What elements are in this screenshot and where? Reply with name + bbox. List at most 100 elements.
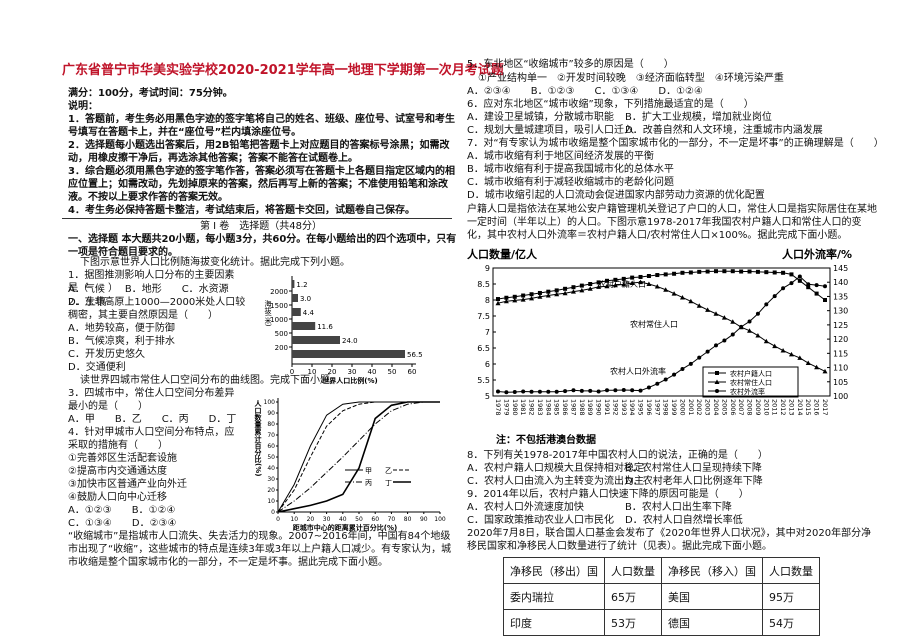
marker <box>755 269 760 274</box>
marker <box>630 388 635 393</box>
cell: 德国 <box>661 609 763 636</box>
x-tick-label: 1982 <box>528 399 536 416</box>
x-tick-label: 2004 <box>712 399 720 416</box>
marker <box>512 294 517 299</box>
text-line: B．农村人口出生率下降 <box>625 502 732 513</box>
cell: 95万 <box>762 583 820 610</box>
marker <box>621 281 627 287</box>
marker <box>672 372 677 377</box>
marker <box>521 389 526 394</box>
marker <box>805 360 811 366</box>
note: 注：不包括港澳台数据 <box>496 433 596 446</box>
marker <box>705 307 711 312</box>
y2-tick-label: 130 <box>833 307 848 316</box>
y-tick-label: 80 <box>267 421 275 428</box>
text-line: D．城市收缩引起的人口流动会促进国家内部劳动力资源的优化配置 <box>467 190 765 201</box>
marker <box>705 349 710 354</box>
x-tick-label: 1992 <box>611 399 619 416</box>
marker <box>697 269 702 274</box>
value-label: 11.6 <box>317 323 333 331</box>
marker <box>613 277 618 282</box>
y-tick-label: 9 <box>485 264 490 273</box>
bar <box>292 294 298 302</box>
marker <box>571 285 576 290</box>
marker <box>529 389 534 394</box>
x-tick-label: 2016 <box>813 399 821 416</box>
text-line: 3．四城市中，常住人口空间分布差异最小的是（ ） <box>68 388 235 412</box>
cell: 印度 <box>503 609 605 636</box>
text-line: A．建设卫星城镇，分散城市职能 <box>467 112 614 123</box>
y-tick-label: 200 <box>275 344 288 352</box>
marker <box>612 282 618 288</box>
plot-frame <box>492 267 831 397</box>
marker <box>721 315 727 320</box>
marker <box>604 283 610 289</box>
x-tick-label: 1983 <box>536 399 544 416</box>
y2-tick-label: 120 <box>833 335 848 344</box>
note: 3．综合题必须用黑色字迹的签字笔作答，答案必须写在答题卡上各题目指定区域内的相应… <box>68 166 455 203</box>
marker <box>764 302 769 307</box>
notes-label: 说明： <box>68 101 98 112</box>
x-tick-label: 2001 <box>687 399 695 416</box>
x-tick-label: 2012 <box>779 399 787 416</box>
marker <box>663 272 668 277</box>
marker <box>621 276 626 281</box>
marker <box>823 298 827 302</box>
marker <box>714 343 718 348</box>
series-line <box>497 275 826 393</box>
marker <box>512 297 518 303</box>
text-line: A．地势较高，便于防御 <box>68 323 175 334</box>
marker <box>730 319 736 324</box>
x-tick-label: 2013 <box>787 399 795 416</box>
text-line: A．②③④ B．①②③ C．①③④ D．①②④ <box>467 86 703 97</box>
y-tick-label: 7.5 <box>477 312 490 321</box>
marker <box>714 269 718 274</box>
text-line: 7．对“有专家认为城市收缩是整个国家城市化的一部分，不一定是坏事”的正确理解是（… <box>467 138 884 149</box>
marker <box>546 389 551 394</box>
meta: 满分：100分，考试时间：75分钟。 <box>68 88 233 99</box>
marker <box>638 388 643 393</box>
y-tick-label: 5.5 <box>477 376 490 385</box>
marker <box>714 379 720 384</box>
legend-label: 丙 <box>365 479 372 487</box>
bar <box>292 280 295 288</box>
marker <box>496 389 500 394</box>
x-tick-label: 20 <box>328 368 337 376</box>
x-tick-label: 50 <box>388 368 397 376</box>
x-tick-label: 70 <box>388 516 396 523</box>
marker <box>621 388 626 393</box>
x-tick-label: 1999 <box>670 399 678 416</box>
marker <box>605 278 609 283</box>
cell: 委内瑞拉 <box>503 583 605 610</box>
x-tick-label: 1990 <box>595 399 603 416</box>
y-tick-label: 1000 <box>270 316 288 324</box>
text-line: 读世界四城市常住人口空间分布的曲线图。完成下面小题。 <box>80 375 340 386</box>
legend-box <box>702 366 799 398</box>
y-tick-label: 70 <box>267 432 275 439</box>
marker <box>671 291 677 296</box>
marker <box>739 269 744 274</box>
y-tick-label: 2000 <box>270 288 288 296</box>
x-tick-label: 2007 <box>737 399 745 416</box>
marker <box>730 269 735 274</box>
marker <box>504 390 509 395</box>
y-axis-title: 海拔(米) <box>264 299 272 327</box>
marker <box>630 275 635 280</box>
text-line: 户籍人口是指依法在某地公安户籍管理机关登记了户口的人口，常住人口是指实际居住在某… <box>467 204 877 241</box>
x-tick-label: 50 <box>355 516 363 523</box>
text-line: ④鼓励人口向中心迁移 <box>68 492 167 503</box>
marker <box>763 338 769 344</box>
x-tick-label: 1985 <box>553 399 561 416</box>
text-line: C．农村人口由流入为主转变为流出为主 <box>467 476 644 487</box>
marker <box>638 274 643 279</box>
x-tick-label: 1998 <box>662 399 670 416</box>
marker <box>781 270 786 275</box>
x-tick-label: 2009 <box>754 399 762 416</box>
text-line: C．国家政策推动农业人口市民化 <box>467 515 614 526</box>
x-tick-label: 2002 <box>695 399 703 416</box>
text-line: ②提高市内交通通达度 <box>68 466 167 477</box>
text-line: “收缩城市”是指城市人口流失、失去活力的现象。2007~2016年间，中国有84… <box>68 531 452 568</box>
y2-tick-label: 100 <box>833 392 848 401</box>
curve <box>277 401 440 513</box>
